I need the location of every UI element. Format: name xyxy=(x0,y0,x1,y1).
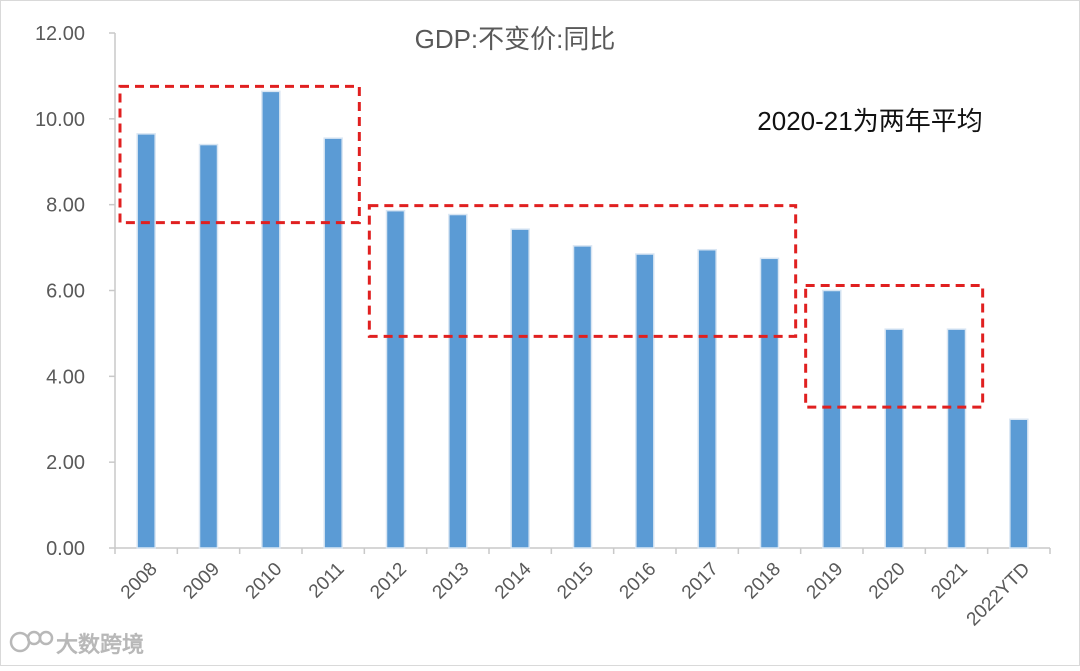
y-axis: 0.00 2.00 4.00 6.00 8.00 10.00 12.00 xyxy=(35,23,116,560)
highlight-box xyxy=(118,84,361,225)
y-tick-label: 6.00 xyxy=(46,281,85,303)
bar xyxy=(448,213,468,549)
bar xyxy=(510,228,530,549)
chart-annotation: 2020-21为两年平均 xyxy=(757,106,982,136)
bar xyxy=(261,90,281,549)
bar xyxy=(635,253,655,549)
highlight-boxes xyxy=(118,84,985,409)
chart-title: GDP:不变价:同比 xyxy=(415,24,616,54)
bar xyxy=(323,137,343,549)
logo-icon xyxy=(9,630,54,653)
bars-layer xyxy=(136,90,1029,549)
y-tick-label: 4.00 xyxy=(46,366,85,388)
bar xyxy=(697,248,717,549)
y-tick-label: 10.00 xyxy=(35,109,85,131)
bar xyxy=(136,133,156,549)
bar xyxy=(572,245,593,549)
bar xyxy=(946,328,967,549)
watermark-text: 大数跨境 xyxy=(56,632,144,657)
bar xyxy=(385,209,406,549)
y-tick-label: 0.00 xyxy=(46,538,85,560)
highlight-box xyxy=(367,204,798,338)
bar xyxy=(884,328,904,549)
bar xyxy=(822,289,842,549)
y-tick-label: 12.00 xyxy=(35,23,85,45)
y-tick-label: 8.00 xyxy=(46,195,85,217)
bar xyxy=(1009,418,1029,549)
bar xyxy=(198,143,219,549)
y-tick-label: 2.00 xyxy=(46,452,85,474)
watermark: 大数跨境 xyxy=(9,630,144,657)
bar xyxy=(759,257,780,549)
